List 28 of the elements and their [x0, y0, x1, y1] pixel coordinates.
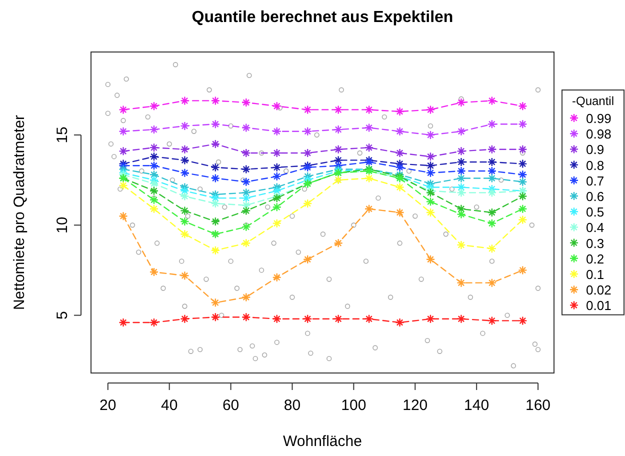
x-tick-label: 140 [464, 397, 490, 414]
x-tick-label: 100 [341, 397, 366, 414]
x-tick-label: 160 [526, 397, 551, 414]
legend-label: 0.98 [586, 126, 612, 142]
x-tick-label: 20 [100, 397, 116, 414]
legend-label: 0.3 [586, 236, 604, 251]
legend-label: 0.99 [586, 111, 612, 126]
legend-label: 0.2 [586, 251, 604, 266]
x-tick-label: 40 [161, 397, 178, 414]
legend-label: 0.8 [586, 158, 604, 173]
y-tick-label: 5 [54, 311, 71, 320]
legend-label: 0.6 [586, 189, 604, 204]
legend-title: -Quantil [572, 94, 614, 108]
legend-label: 0.9 [586, 142, 604, 158]
legend-label: 0.4 [586, 220, 604, 236]
legend-label: 0.02 [586, 282, 612, 298]
legend-label: 0.01 [586, 298, 612, 314]
x-tick-label: 60 [222, 397, 240, 414]
chart-title: Quantile berechnet aus Expektilen [192, 9, 454, 26]
legend-label: 0.5 [586, 204, 604, 220]
legend-label: 0.1 [586, 267, 604, 282]
y-tick-label: 10 [54, 216, 71, 234]
y-axis-title: Nettomiete pro Quadratmeter [11, 114, 28, 310]
legend-label: 0.7 [586, 173, 604, 188]
y-tick-label: 15 [54, 126, 71, 144]
x-tick-label: 80 [284, 397, 301, 414]
x-axis-title: Wohnfläche [283, 433, 362, 450]
x-tick-label: 120 [402, 397, 428, 414]
